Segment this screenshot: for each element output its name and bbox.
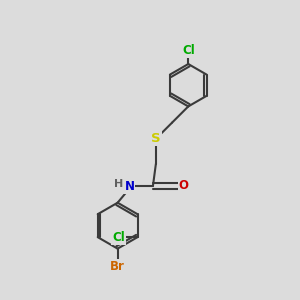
Text: Cl: Cl (112, 231, 125, 244)
Text: O: O (179, 179, 189, 192)
Text: N: N (124, 180, 134, 193)
Text: S: S (151, 132, 161, 145)
Text: H: H (114, 179, 123, 189)
Text: Cl: Cl (182, 44, 195, 57)
Text: Br: Br (110, 260, 125, 273)
